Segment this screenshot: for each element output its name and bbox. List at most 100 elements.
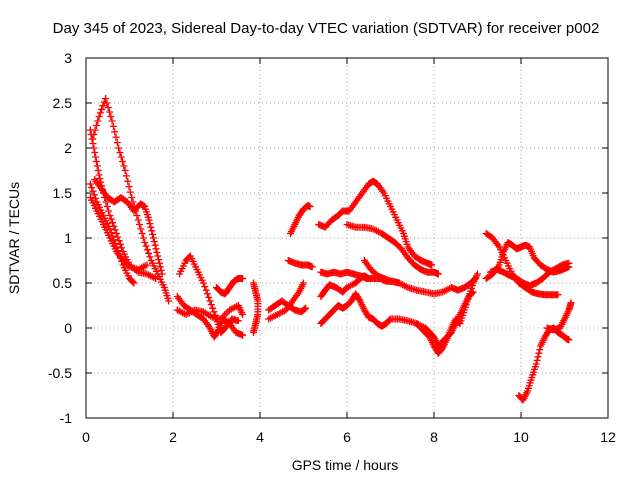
data-point [365, 275, 373, 282]
data-point [239, 275, 247, 282]
data-point [98, 105, 106, 113]
series-track-4 [86, 194, 151, 273]
series-track-7 [173, 293, 247, 341]
data-point [126, 188, 134, 196]
data-point [143, 261, 151, 269]
series-track-3 [86, 180, 138, 287]
series-track-26 [543, 299, 575, 334]
data-point [203, 290, 211, 298]
marks-layer [86, 95, 575, 404]
data-point [565, 336, 573, 344]
data-point [115, 144, 123, 152]
data-point [114, 233, 122, 241]
data-point [87, 131, 95, 138]
data-point [118, 244, 126, 252]
data-point [199, 279, 207, 287]
data-point [111, 128, 119, 136]
data-point [136, 221, 144, 228]
data-point [115, 237, 123, 245]
data-point [145, 249, 153, 257]
y-tick-label: 0 [64, 320, 72, 336]
series-track-9 [213, 275, 247, 298]
data-point [532, 360, 540, 368]
data-point [306, 203, 314, 210]
x-tick-label: 12 [600, 429, 616, 445]
data-point [108, 117, 116, 125]
data-point [301, 305, 309, 313]
data-point [565, 259, 573, 267]
data-point [86, 180, 94, 188]
y-tick-label: 2 [64, 140, 72, 156]
data-point [149, 230, 157, 238]
data-point [89, 187, 97, 195]
series-track-14 [284, 257, 316, 271]
data-point [96, 175, 104, 183]
data-point [141, 239, 149, 246]
data-point [88, 135, 96, 143]
x-tick-label: 2 [169, 429, 177, 445]
data-point [536, 346, 544, 354]
data-point [143, 246, 151, 254]
data-point [116, 149, 124, 156]
data-point [145, 216, 153, 224]
data-point [91, 149, 99, 156]
series-track-24 [487, 259, 573, 290]
data-point [105, 207, 113, 215]
series-track-10 [249, 279, 262, 336]
data-point [205, 293, 213, 301]
data-point [105, 108, 113, 116]
series-track-21 [413, 270, 481, 357]
data-point [300, 279, 307, 287]
data-point [119, 158, 127, 165]
series-track-19 [317, 272, 373, 300]
data-point [128, 194, 136, 201]
data-point [554, 291, 562, 299]
data-point [93, 162, 101, 170]
y-tick-label: 1.5 [53, 185, 73, 201]
data-point [139, 234, 147, 242]
data-point [109, 122, 117, 130]
data-point [112, 230, 120, 237]
data-point [534, 353, 542, 361]
data-point [137, 225, 145, 233]
data-point [133, 212, 141, 219]
series-track-22 [482, 230, 562, 299]
series-track-5 [91, 176, 166, 278]
data-point [155, 256, 163, 264]
data-point [102, 198, 110, 206]
data-point [125, 183, 133, 191]
y-tick-label: -1 [60, 410, 73, 426]
data-point [147, 223, 155, 231]
data-point [201, 283, 209, 291]
data-point [474, 270, 481, 278]
y-tick-label: 1 [64, 230, 72, 246]
data-point [146, 220, 154, 228]
data-point [124, 177, 132, 185]
data-point [207, 301, 215, 309]
data-point [120, 162, 128, 170]
series-track-8 [173, 302, 247, 323]
data-point [103, 203, 111, 210]
data-point [142, 242, 150, 250]
data-point [129, 278, 137, 286]
data-point [152, 245, 160, 253]
data-point [95, 171, 103, 179]
y-tick-label: -0.5 [48, 365, 72, 381]
data-point [92, 158, 100, 165]
chart-title: Day 345 of 2023, Sidereal Day-to-day VTE… [53, 20, 600, 37]
data-point [94, 167, 102, 174]
data-point [116, 240, 124, 248]
data-point [96, 109, 104, 117]
data-point [434, 270, 442, 278]
data-point [95, 113, 103, 120]
data-point [130, 279, 138, 287]
data-point [107, 113, 115, 120]
series-track-15 [315, 177, 436, 269]
data-point [88, 184, 96, 192]
series-track-17 [343, 221, 442, 278]
data-point [239, 311, 247, 318]
data-point [104, 104, 112, 111]
data-point [92, 122, 100, 129]
series-track-23 [482, 239, 573, 282]
